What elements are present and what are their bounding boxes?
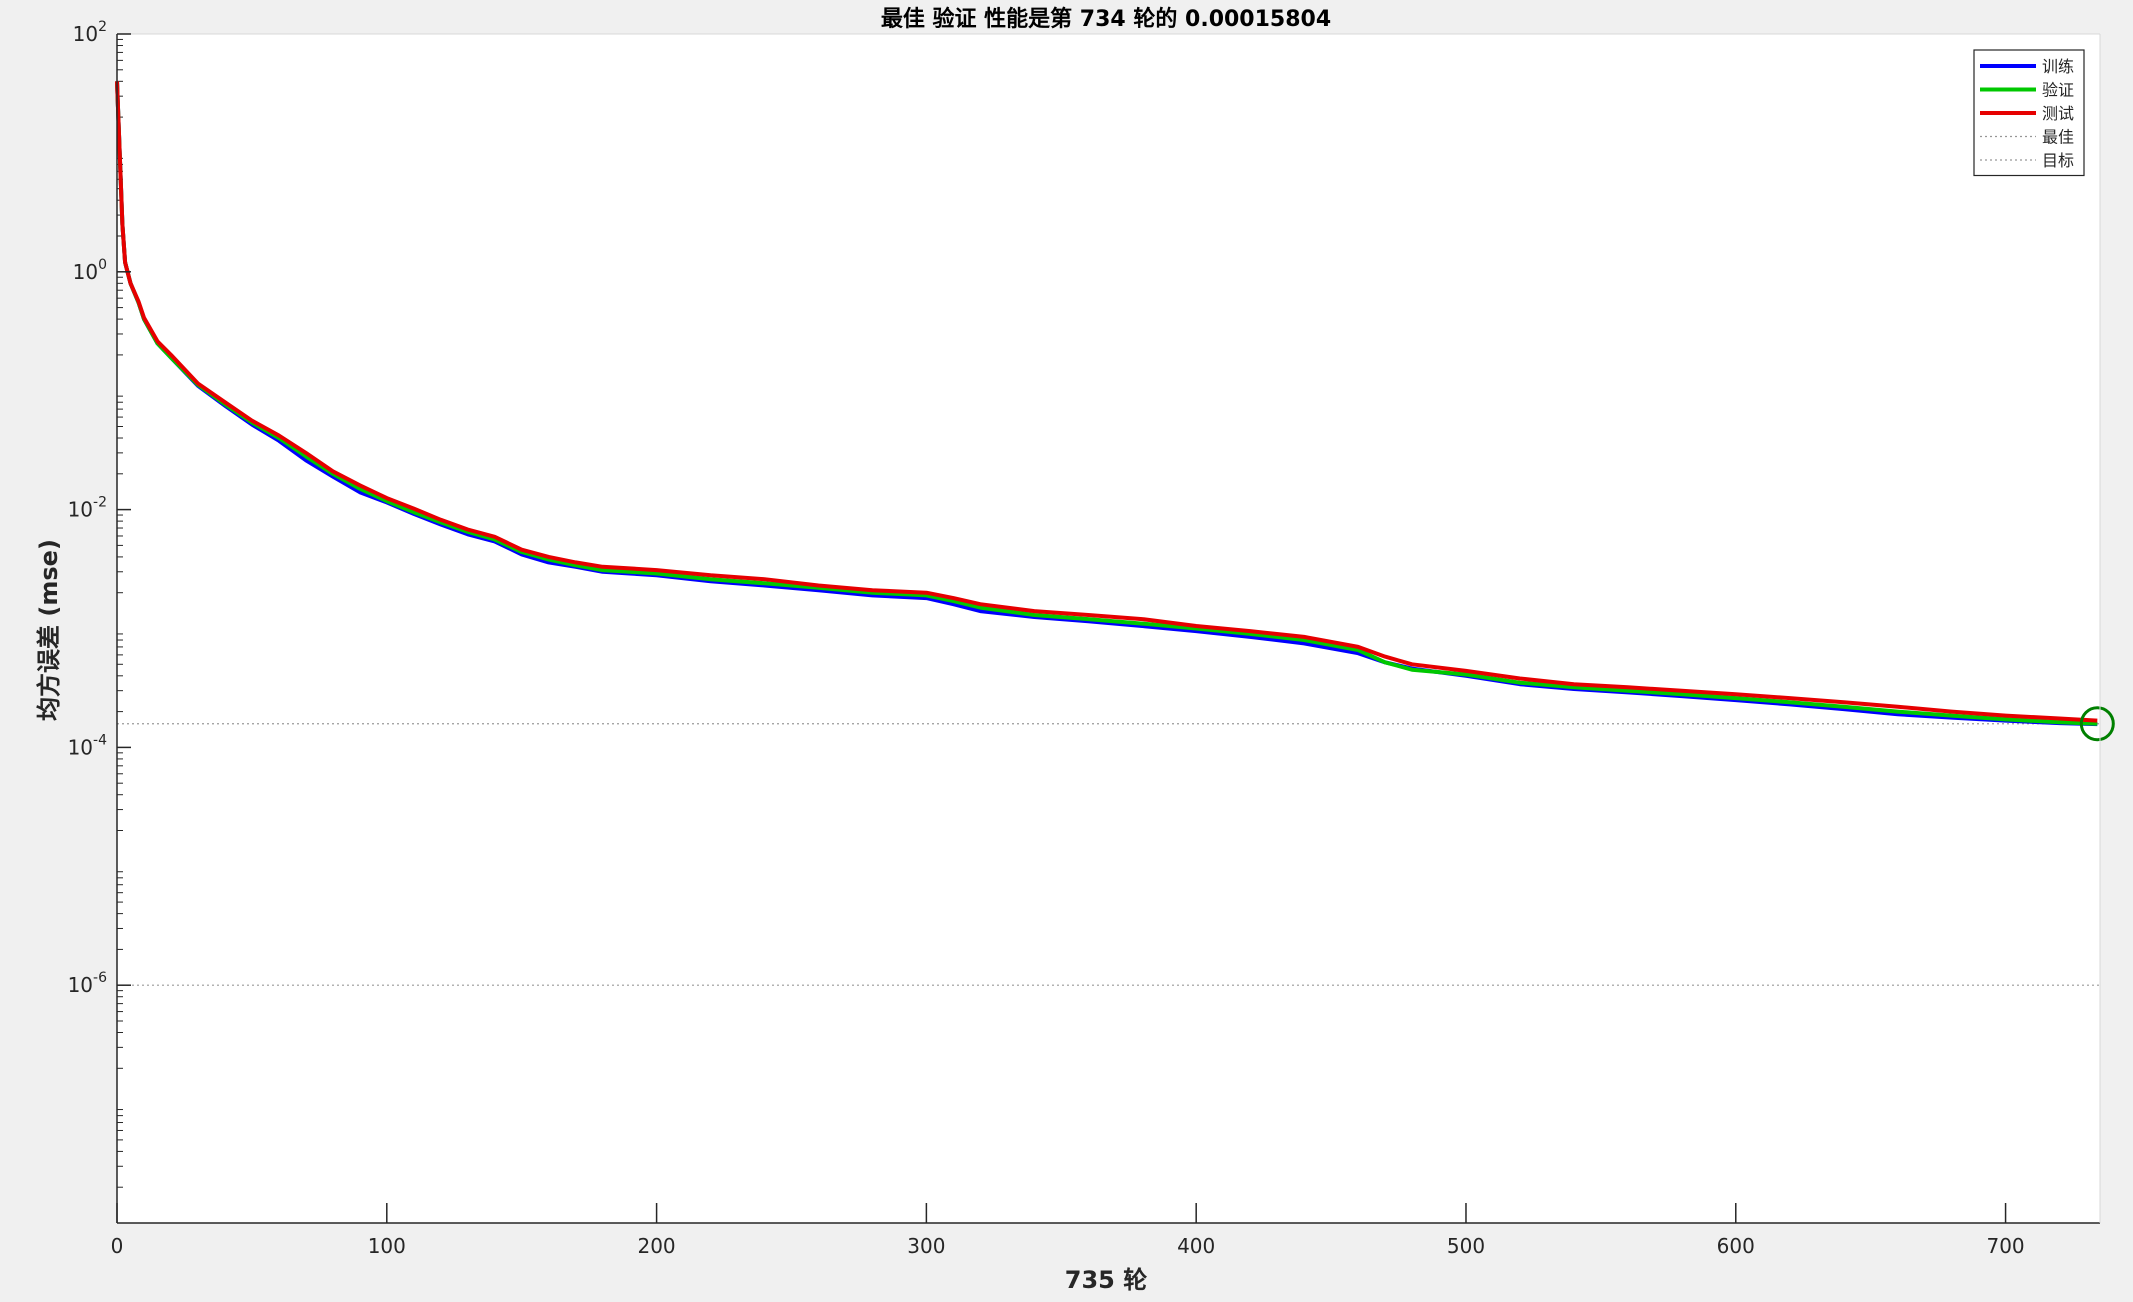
legend-label: 训练: [2042, 57, 2074, 76]
series-layer: [115, 81, 2098, 727]
x-ticks: 0 100 200 300 400 500 600 700: [111, 1203, 2025, 1258]
legend-label: 最佳: [2042, 128, 2074, 147]
y-ticks: 10-6 10-4 10-2 100 102: [68, 19, 131, 997]
chart-title: 最佳 验证 性能是第 734 轮的 0.00015804: [881, 6, 1331, 32]
x-tick-label: 200: [637, 1234, 675, 1258]
x-tick-label: 600: [1717, 1234, 1755, 1258]
axes-layer: [116, 33, 2101, 1224]
best-point-marker: [2079, 706, 2115, 742]
x-axis-label: 735 轮: [1065, 1266, 1147, 1294]
reference-lines: [117, 723, 2100, 986]
x-tick-label: 0: [111, 1234, 124, 1258]
y-axis-label: 均方误差 (mse): [35, 539, 63, 721]
series-line: [115, 81, 2098, 723]
y-tick-label: 10-2: [68, 495, 107, 522]
best-marker-layer: [2079, 706, 2115, 742]
y-tick-label: 100: [73, 257, 107, 284]
legend-label: 测试: [2042, 104, 2074, 123]
y-tick-label: 10-4: [68, 732, 108, 759]
x-tick-label: 400: [1177, 1234, 1215, 1258]
x-tick-label: 100: [368, 1234, 406, 1258]
legend-label: 验证: [2042, 81, 2074, 100]
x-tick-label: 500: [1447, 1234, 1485, 1258]
y-tick-label: 102: [73, 19, 107, 46]
y-tick-label: 10-6: [68, 970, 108, 997]
x-tick-label: 700: [1986, 1234, 2024, 1258]
legend-label: 目标: [2042, 151, 2074, 170]
plot-area: [117, 34, 2100, 1223]
x-tick-label: 300: [907, 1234, 945, 1258]
